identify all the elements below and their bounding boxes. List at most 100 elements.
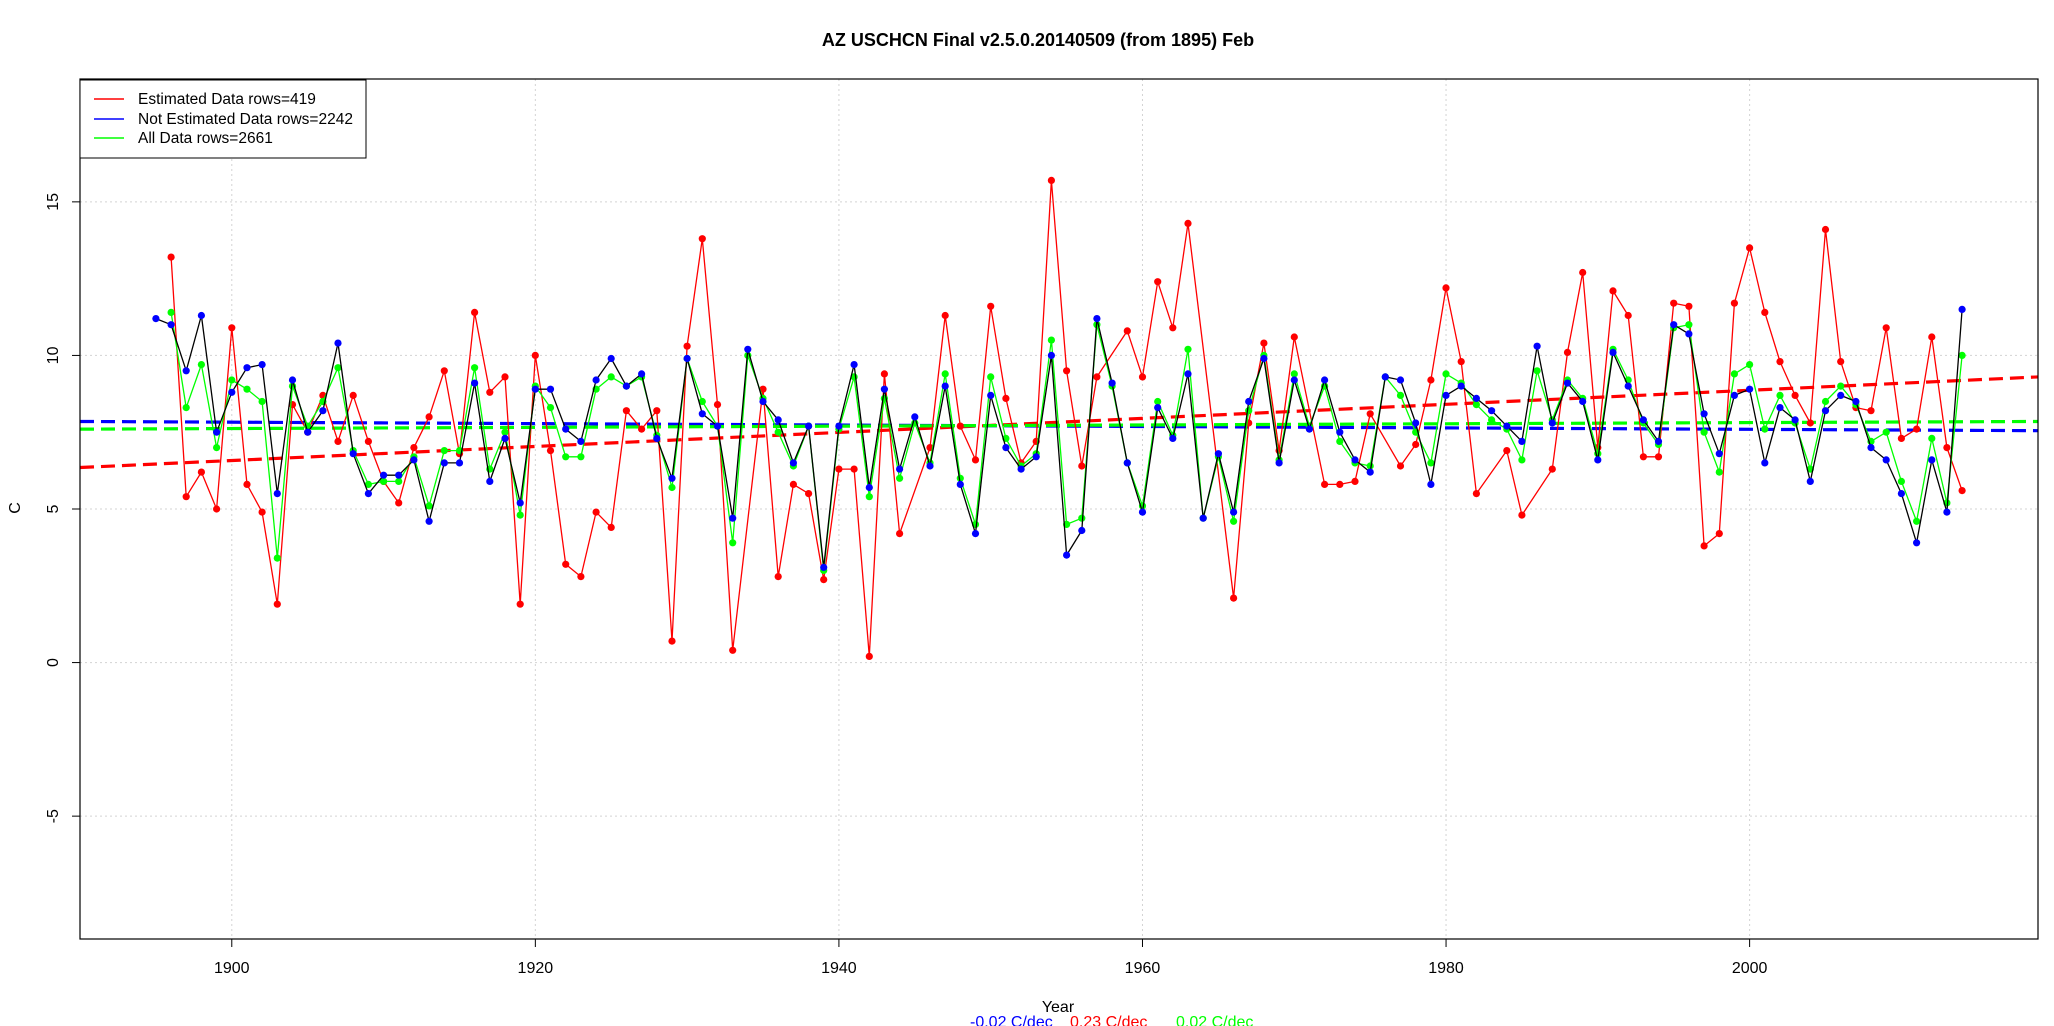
point-not-estimated: [880, 385, 889, 393]
point-not-estimated: [896, 465, 904, 473]
point-estimated: [486, 388, 494, 396]
point-not-estimated: [1852, 397, 1860, 406]
point-all-data: [1533, 367, 1541, 375]
point-not-estimated: [1290, 376, 1298, 384]
point-all-data: [1518, 456, 1526, 464]
point-not-estimated: [1457, 382, 1465, 390]
point-not-estimated: [971, 530, 980, 538]
point-not-estimated: [213, 428, 221, 436]
point-not-estimated: [987, 391, 995, 399]
point-all-data: [182, 404, 190, 412]
point-not-estimated: [1639, 416, 1647, 424]
point-all-data: [228, 376, 236, 384]
point-all-data: [546, 404, 555, 412]
point-estimated: [850, 465, 858, 473]
point-estimated: [167, 253, 175, 261]
y-tick-label: 10: [45, 346, 62, 364]
point-all-data: [577, 453, 585, 461]
point-estimated: [759, 385, 767, 393]
point-estimated: [531, 351, 539, 359]
trend-line-estimated-trend: [79, 375, 2039, 470]
point-all-data: [425, 502, 433, 510]
y-tick-label: 5: [45, 504, 62, 513]
point-all-data: [1427, 459, 1435, 467]
point-not-estimated: [820, 563, 828, 572]
point-estimated: [1639, 453, 1647, 461]
point-not-estimated: [1275, 459, 1283, 467]
point-estimated: [1442, 284, 1450, 292]
point-not-estimated: [1670, 321, 1678, 329]
legend-label-not-estimated: Not Estimated Data rows=2242: [138, 111, 353, 128]
point-estimated: [1154, 278, 1162, 286]
point-estimated: [1624, 311, 1632, 320]
point-estimated: [1670, 299, 1678, 307]
point-estimated: [1821, 225, 1830, 234]
point-estimated: [182, 493, 190, 501]
point-not-estimated: [1685, 330, 1693, 338]
point-all-data: [1700, 428, 1708, 436]
point-not-estimated: [1260, 354, 1268, 363]
point-estimated: [243, 480, 251, 488]
point-not-estimated: [1488, 407, 1496, 415]
point-not-estimated: [1609, 348, 1617, 356]
point-estimated: [607, 523, 615, 532]
point-not-estimated: [1381, 373, 1389, 381]
point-estimated: [1457, 358, 1465, 366]
point-estimated: [1002, 394, 1010, 402]
point-not-estimated: [1351, 456, 1359, 464]
point-estimated: [1138, 373, 1147, 381]
point-estimated: [440, 367, 448, 375]
point-not-estimated: [729, 514, 737, 522]
point-all-data: [471, 364, 479, 372]
point-estimated: [1093, 373, 1101, 381]
point-estimated: [1351, 477, 1359, 485]
point-not-estimated: [622, 382, 631, 390]
point-not-estimated: [334, 339, 342, 347]
point-all-data: [668, 483, 676, 492]
point-not-estimated: [713, 422, 722, 430]
point-all-data: [987, 373, 995, 381]
point-all-data: [440, 447, 448, 455]
point-not-estimated: [410, 456, 418, 464]
point-not-estimated: [440, 459, 448, 467]
point-all-data: [1290, 370, 1298, 378]
point-estimated: [501, 373, 509, 381]
point-estimated: [1654, 453, 1663, 461]
point-all-data: [501, 428, 509, 436]
point-not-estimated: [607, 354, 615, 363]
point-not-estimated: [425, 517, 433, 525]
point-not-estimated: [1913, 539, 1921, 547]
point-estimated: [1396, 462, 1405, 470]
point-not-estimated: [1928, 456, 1936, 464]
point-all-data: [1078, 514, 1086, 522]
point-not-estimated: [167, 321, 175, 329]
point-not-estimated: [1882, 456, 1890, 464]
point-not-estimated: [1624, 382, 1632, 390]
point-not-estimated: [197, 311, 205, 320]
point-not-estimated: [1184, 370, 1192, 378]
point-not-estimated: [1078, 526, 1086, 535]
point-not-estimated: [471, 379, 479, 387]
point-not-estimated: [1214, 450, 1222, 458]
point-all-data: [1230, 517, 1238, 525]
point-not-estimated: [1776, 404, 1784, 412]
point-not-estimated: [288, 376, 297, 384]
point-all-data: [1897, 477, 1905, 485]
point-not-estimated: [1366, 468, 1374, 476]
point-estimated: [1260, 339, 1268, 347]
point-all-data: [1776, 391, 1784, 399]
y-axis-label: C: [7, 502, 24, 514]
point-all-data: [197, 361, 205, 369]
point-estimated: [1897, 434, 1905, 442]
point-not-estimated: [835, 422, 843, 430]
point-not-estimated: [516, 499, 524, 507]
point-all-data: [1472, 401, 1480, 409]
point-not-estimated: [1594, 456, 1602, 464]
legend-label-estimated: Estimated Data rows=419: [138, 91, 316, 108]
point-not-estimated: [1806, 477, 1814, 485]
point-estimated: [1943, 444, 1951, 452]
point-estimated: [1563, 348, 1572, 356]
point-estimated: [1169, 324, 1177, 332]
point-estimated: [638, 425, 646, 433]
